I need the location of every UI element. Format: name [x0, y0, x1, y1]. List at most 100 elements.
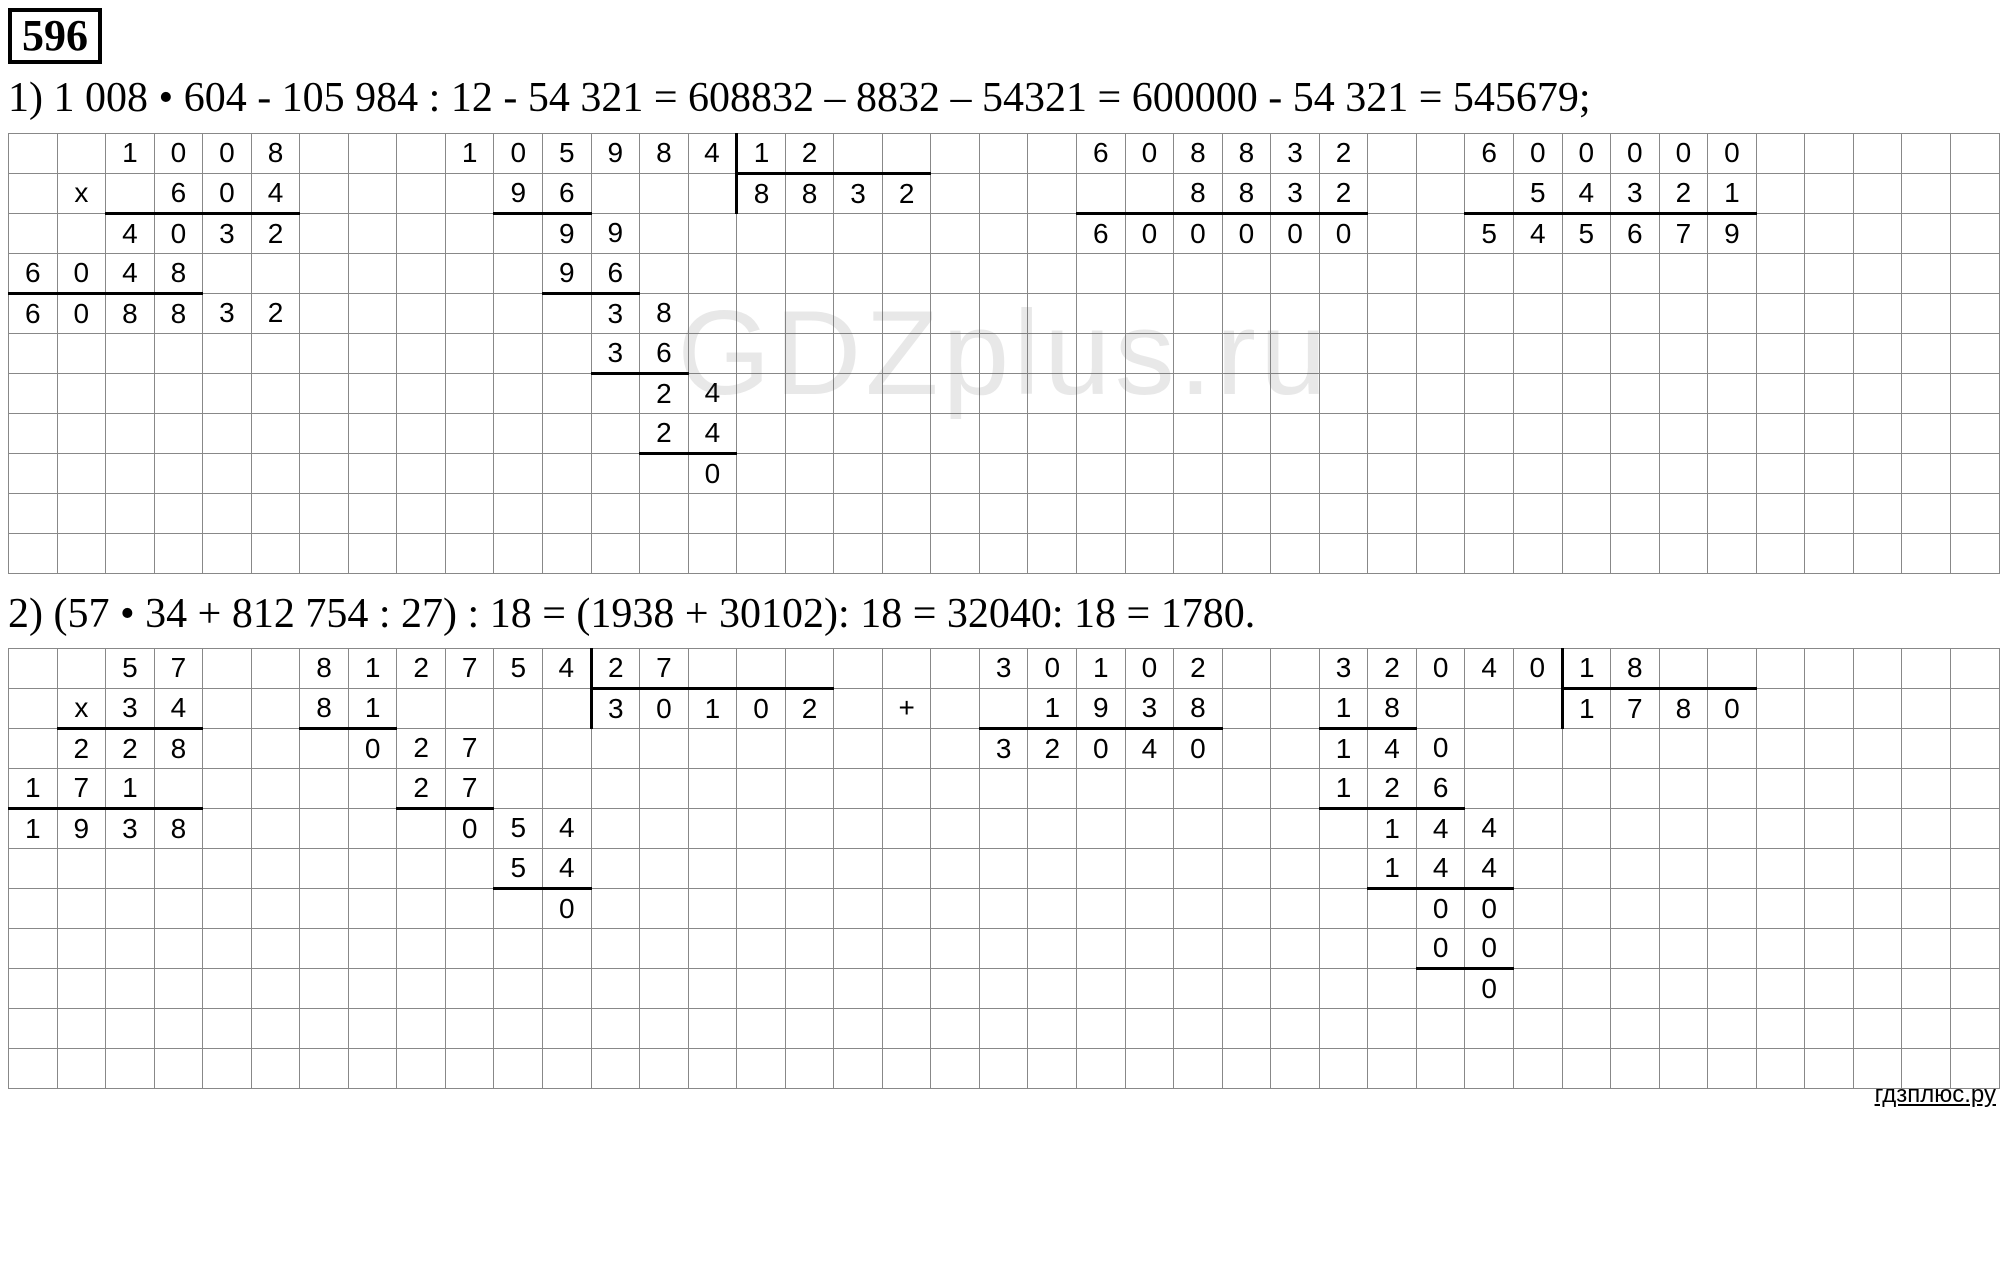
- grid-cell: [1756, 648, 1805, 688]
- grid-cell: 3: [1271, 133, 1320, 173]
- grid-cell: [1125, 413, 1174, 453]
- grid-cell: [348, 768, 397, 808]
- grid-cell: [688, 968, 737, 1008]
- grid-cell: [445, 688, 494, 728]
- grid-cell: 0: [1513, 133, 1562, 173]
- grid-cell: [1805, 173, 1854, 213]
- grid-cell: [1222, 1008, 1271, 1048]
- grid-cell: [1853, 293, 1902, 333]
- grid-cell: [251, 533, 300, 573]
- grid-cell: [1853, 728, 1902, 768]
- grid-cell: 0: [1465, 968, 1514, 1008]
- grid-cell: 2: [785, 688, 834, 728]
- grid-cell: 3: [1319, 648, 1368, 688]
- grid-cell: [1513, 968, 1562, 1008]
- grid-cell: [1319, 493, 1368, 533]
- grid-cell: [397, 928, 446, 968]
- grid-cell: 1: [9, 768, 58, 808]
- grid-cell: [1708, 533, 1757, 573]
- grid-cell: [931, 453, 980, 493]
- grid-cell: [1222, 333, 1271, 373]
- grid-cell: [737, 213, 786, 253]
- grid-cell: [1222, 1048, 1271, 1088]
- grid-cell: [1756, 848, 1805, 888]
- grid-cell: [1611, 968, 1660, 1008]
- grid-cell: [1028, 888, 1077, 928]
- grid-cell: [445, 413, 494, 453]
- grid-cell: 0: [494, 133, 543, 173]
- grid-cell: [543, 493, 592, 533]
- grid-cell: [1611, 293, 1660, 333]
- grid-cell: [1756, 928, 1805, 968]
- grid-cell: [1562, 968, 1611, 1008]
- grid-cell: [931, 333, 980, 373]
- grid-cell: 6: [154, 173, 203, 213]
- grid-cell: 0: [1174, 213, 1223, 253]
- grid-cell: [1513, 808, 1562, 848]
- grid-cell: [494, 333, 543, 373]
- grid-cell: [1805, 848, 1854, 888]
- grid-cell: 0: [57, 293, 106, 333]
- grid-cell: [882, 133, 931, 173]
- grid-cell: [251, 1008, 300, 1048]
- grid-cell: 2: [640, 373, 689, 413]
- grid-cell: [1271, 493, 1320, 533]
- grid-cell: 1: [737, 133, 786, 173]
- grid-cell: [57, 888, 106, 928]
- grid-cell: [1902, 928, 1951, 968]
- grid-cell: +: [882, 688, 931, 728]
- grid-cell: [1125, 493, 1174, 533]
- grid-cell: [1611, 888, 1660, 928]
- grid-cell: [1174, 493, 1223, 533]
- grid-cell: [1853, 533, 1902, 573]
- grid-cell: [882, 533, 931, 573]
- grid-cell: 0: [1611, 133, 1660, 173]
- grid-cell: [688, 253, 737, 293]
- grid-cell: [1174, 808, 1223, 848]
- grid-cell: 7: [445, 728, 494, 768]
- grid-cell: [785, 493, 834, 533]
- grid-cell: [1319, 848, 1368, 888]
- grid-cell: [1125, 1008, 1174, 1048]
- grid-cell: [640, 1048, 689, 1088]
- grid-cell: [1562, 373, 1611, 413]
- grid-cell: [1271, 533, 1320, 573]
- grid-cell: [1756, 133, 1805, 173]
- grid-cell: [834, 333, 883, 373]
- grid-cell: [1659, 968, 1708, 1008]
- grid-cell: [348, 293, 397, 333]
- grid-cell: [154, 493, 203, 533]
- grid-cell: [1950, 253, 1999, 293]
- grid-cell: [1756, 213, 1805, 253]
- grid-cell: 4: [688, 373, 737, 413]
- grid-cell: [737, 1048, 786, 1088]
- grid-cell: [1368, 453, 1417, 493]
- worksheet-grid-1: 100810598412608832600000x604968832883254…: [8, 133, 2000, 574]
- grid-cell: [57, 333, 106, 373]
- grid-cell: [931, 768, 980, 808]
- grid-cell: [348, 213, 397, 253]
- grid-cell: [1222, 688, 1271, 728]
- grid-cell: 2: [57, 728, 106, 768]
- grid-cell: [397, 133, 446, 173]
- grid-cell: [1659, 928, 1708, 968]
- grid-cell: [1465, 728, 1514, 768]
- grid-cell: [106, 1048, 155, 1088]
- grid-cell: [688, 213, 737, 253]
- grid-cell: [1853, 688, 1902, 728]
- grid-cell: [737, 888, 786, 928]
- grid-cell: [688, 648, 737, 688]
- grid-cell: [1562, 768, 1611, 808]
- grid-cell: [1125, 848, 1174, 888]
- grid-cell: 4: [1416, 848, 1465, 888]
- grid-cell: [1271, 253, 1320, 293]
- grid-cell: [1902, 968, 1951, 1008]
- grid-cell: [882, 648, 931, 688]
- grid-cell: [106, 533, 155, 573]
- grid-cell: [348, 808, 397, 848]
- grid-cell: [543, 293, 592, 333]
- grid-cell: [494, 533, 543, 573]
- grid-cell: [591, 173, 640, 213]
- grid-cell: [1756, 688, 1805, 728]
- grid-cell: [834, 373, 883, 413]
